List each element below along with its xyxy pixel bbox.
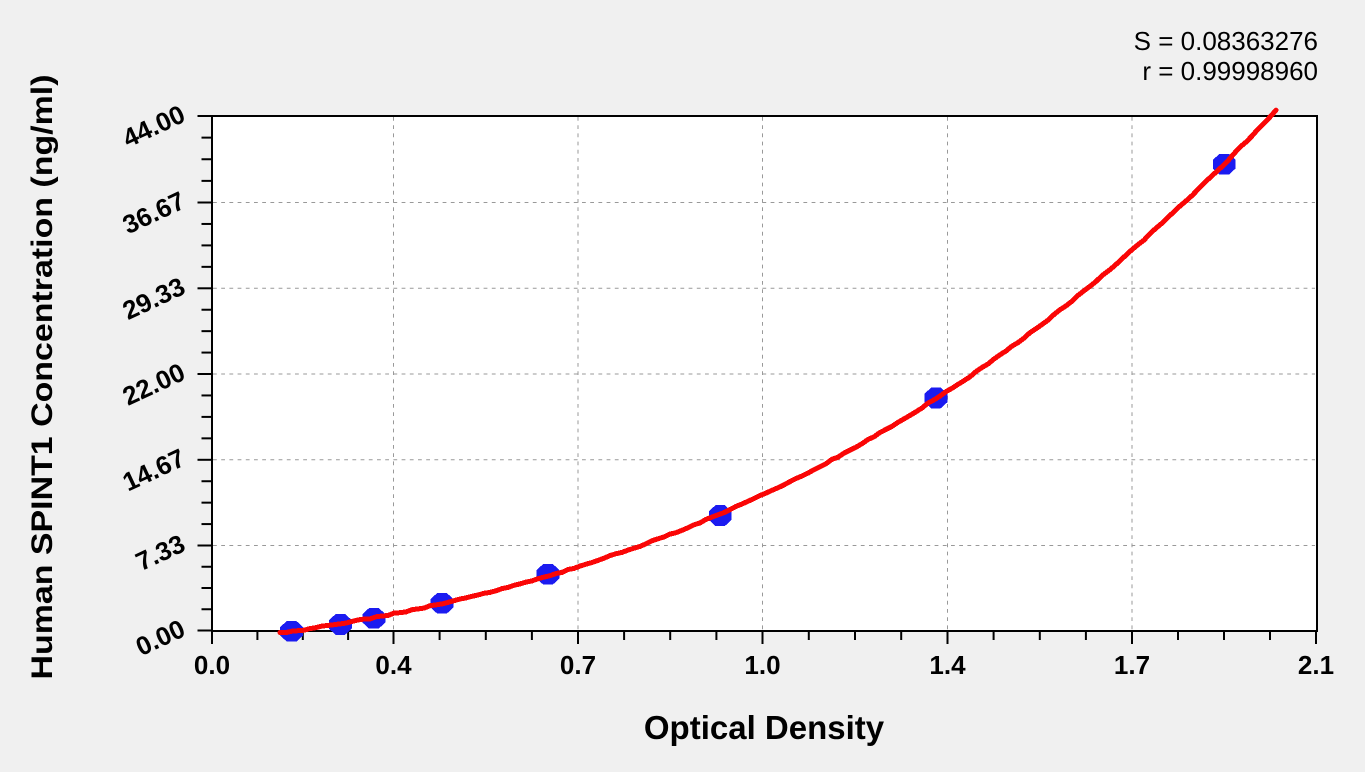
- svg-text:S = 0.08363276: S = 0.08363276: [1134, 26, 1318, 56]
- svg-text:7.33: 7.33: [131, 528, 190, 577]
- svg-text:1.7: 1.7: [1114, 650, 1150, 680]
- svg-text:0.4: 0.4: [375, 650, 412, 680]
- svg-text:44.00: 44.00: [118, 99, 190, 154]
- svg-text:14.67: 14.67: [118, 443, 190, 498]
- svg-text:0.00: 0.00: [131, 613, 190, 662]
- svg-text:0.7: 0.7: [560, 650, 596, 680]
- svg-text:22.00: 22.00: [118, 357, 190, 412]
- svg-text:1.4: 1.4: [929, 650, 966, 680]
- svg-text:0.0: 0.0: [194, 650, 230, 680]
- svg-text:r = 0.99998960: r = 0.99998960: [1142, 56, 1318, 86]
- svg-text:1.0: 1.0: [744, 650, 780, 680]
- svg-text:2.1: 2.1: [1298, 650, 1334, 680]
- svg-text:29.33: 29.33: [118, 271, 190, 326]
- svg-text:Human SPINT1 Concentration (ng: Human SPINT1 Concentration (ng/ml): [26, 75, 59, 680]
- svg-text:Optical Density: Optical Density: [644, 709, 885, 746]
- svg-text:36.67: 36.67: [118, 185, 190, 240]
